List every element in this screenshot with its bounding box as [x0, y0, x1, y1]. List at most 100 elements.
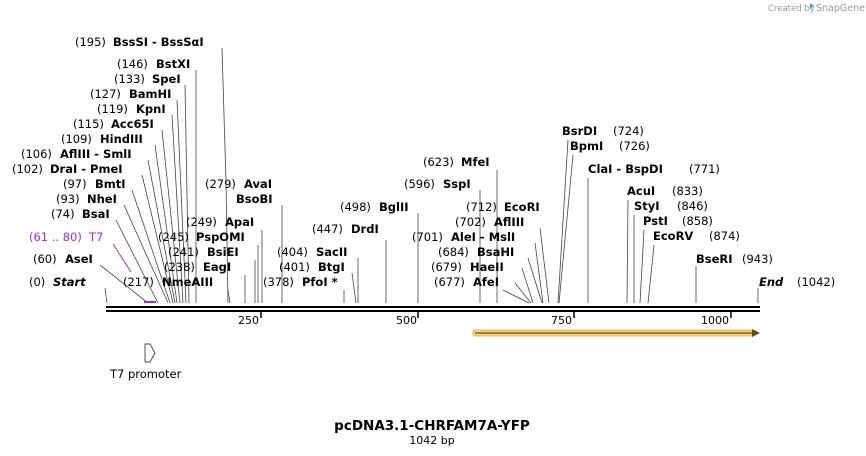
tick-label: 1000 [701, 314, 729, 327]
tick-label: 500 [396, 314, 417, 327]
site-pos: (0) [29, 275, 45, 289]
site-pos: (146) [117, 57, 148, 71]
start-label: Start [53, 275, 86, 289]
site-pos: (115) [73, 117, 104, 131]
site-pos: (404) [277, 245, 308, 259]
site-name: AvaI [244, 177, 272, 191]
site-pos: (874) [709, 229, 740, 243]
site-name: AcuI [627, 184, 655, 198]
site-pos: (943) [742, 252, 773, 266]
site-pos: (447) [312, 222, 343, 236]
site-name: StyI [634, 199, 660, 213]
site-pos: (712) [466, 200, 497, 214]
end-label: End [759, 275, 784, 289]
primer-t7-name: T7 [88, 230, 103, 244]
site-name: BsiEI [207, 245, 239, 259]
site-name: PstI [643, 214, 668, 228]
site-name: Acc65I [111, 117, 154, 131]
site-name: MfeI [461, 155, 490, 169]
site-name: HaeII [470, 260, 504, 274]
site-pos: (833) [672, 184, 703, 198]
site-pos: (279) [205, 177, 236, 191]
site-pos: (724) [613, 124, 644, 138]
site-name: HindIII [100, 132, 143, 146]
site-name: KpnI [136, 102, 166, 116]
site-name: PfoI * [302, 275, 338, 289]
site-name: AflIII - SmlI [60, 147, 132, 161]
site-name: DraI - PmeI [50, 162, 123, 176]
primer-t7-range: (61 .. 80) [29, 230, 82, 244]
site-name: PspOMI [196, 230, 245, 244]
site-name: AleI - MslI [451, 230, 515, 244]
site-pos: (679) [431, 260, 462, 274]
site-name: BsaHI [477, 245, 514, 259]
site-pos: (238) [164, 260, 195, 274]
site-name: BseRI [696, 252, 733, 266]
yfp-feature-arrow [472, 329, 760, 337]
site-pos: (677) [434, 275, 465, 289]
site-name: BmtI [95, 177, 126, 191]
site-name: NheI [87, 192, 117, 206]
site-pos: (241) [168, 245, 199, 259]
site-name: NmeAIII [162, 275, 213, 289]
site-name: SacII [316, 245, 347, 259]
site-name: BpmI [570, 139, 603, 153]
site-name: EcoRV [653, 229, 693, 243]
site-pos: (60) [33, 252, 57, 266]
site-pos: (74) [51, 207, 75, 221]
site-pos: (858) [682, 214, 713, 228]
site-pos: (378) [263, 275, 294, 289]
leader-lines [99, 47, 759, 304]
tick-label: 250 [238, 314, 259, 327]
site-name: SspI [443, 177, 471, 191]
site-pos: (119) [97, 102, 128, 116]
site-pos: (684) [438, 245, 469, 259]
site-name: BstXI [156, 57, 190, 71]
site-pos: (846) [677, 199, 708, 213]
snapgene-logo-icon [810, 3, 814, 9]
site-name: BssSI - BssSαI [113, 35, 204, 49]
site-name: AflIII [494, 215, 524, 229]
site-pos: (93) [56, 192, 80, 206]
primer-t7-leader [112, 243, 132, 273]
site-name: BglII [379, 200, 409, 214]
site-pos: (702) [455, 215, 486, 229]
site-pos: (106) [21, 147, 52, 161]
site-name: BsaI [82, 207, 110, 221]
site-name: ClaI - BspDI [588, 162, 663, 176]
site-name: AfeI [473, 275, 499, 289]
site-pos: (701) [412, 230, 443, 244]
site-pos: (1042) [797, 275, 835, 289]
site-pos: (245) [158, 230, 189, 244]
site-pos: (498) [340, 200, 371, 214]
site-pos: (596) [404, 177, 435, 191]
site-name: ApaI [225, 215, 254, 229]
site-name: SpeI [152, 72, 181, 86]
tick-label: 750 [551, 314, 572, 327]
site-pos: (771) [689, 162, 720, 176]
credit-brand: SnapGene [816, 3, 865, 14]
site-pos: (127) [90, 87, 121, 101]
credit-prefix: Created by [768, 4, 815, 14]
site-pos: (623) [423, 155, 454, 169]
site-name: EcoRI [504, 200, 540, 214]
site-name: BsoBI [236, 192, 273, 206]
site-name: EagI [203, 260, 231, 274]
site-pos: (401) [279, 260, 310, 274]
site-pos: (109) [61, 132, 92, 146]
site-name: AseI [65, 252, 93, 266]
map-length: 1042 bp [409, 434, 454, 447]
site-pos: (97) [63, 177, 87, 191]
site-name: BtgI [318, 260, 345, 274]
site-name: BamHI [129, 87, 171, 101]
site-pos: (133) [114, 72, 145, 86]
t7-promoter-label: T7 promoter [109, 367, 182, 381]
t7-promoter-arrow-icon [144, 343, 156, 363]
map-title: pcDNA3.1-CHRFAM7A-YFP [334, 418, 530, 434]
axis-ticks: 250 500 750 1000 [238, 311, 732, 327]
site-pos: (217) [123, 275, 154, 289]
site-name: DrdI [351, 222, 379, 236]
site-pos: (102) [12, 162, 43, 176]
site-pos: (726) [619, 139, 650, 153]
